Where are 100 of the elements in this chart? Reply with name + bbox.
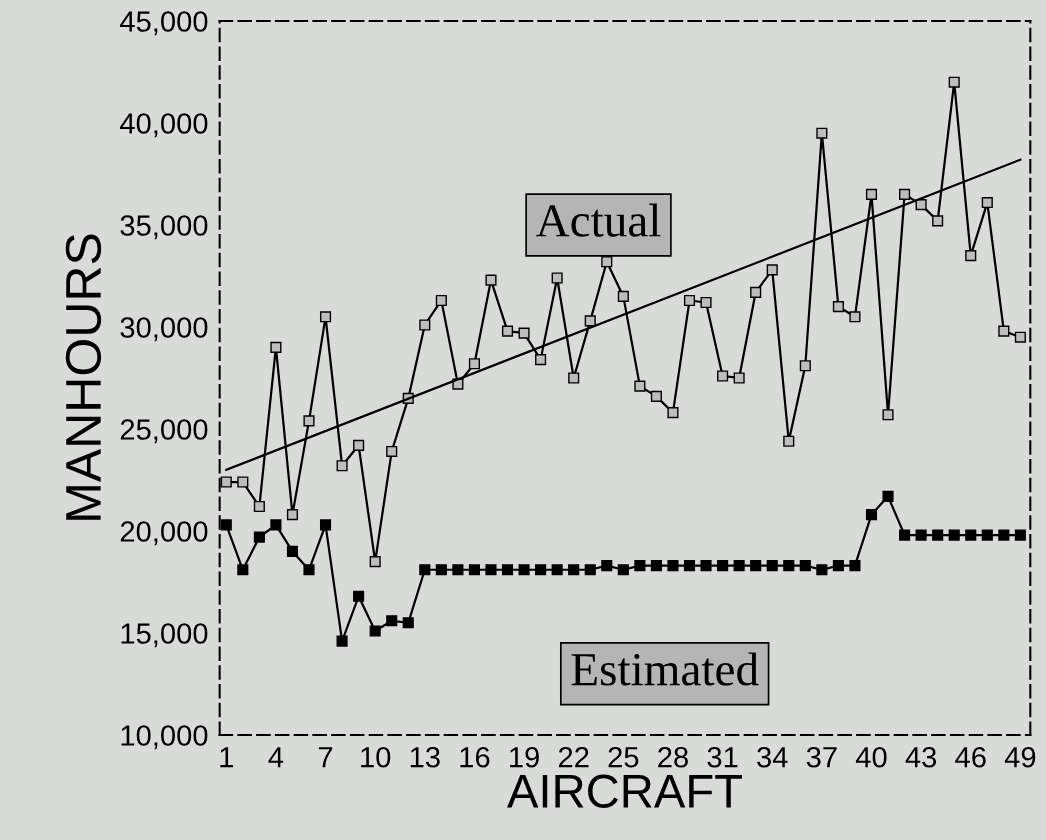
point (419, 564, 431, 576)
point (253, 531, 265, 543)
point (766, 560, 778, 572)
point (667, 407, 679, 419)
point (650, 390, 662, 402)
point (551, 564, 563, 576)
point (899, 529, 911, 541)
point (948, 76, 960, 88)
point (882, 490, 894, 502)
point (220, 476, 232, 488)
y-tick-label: 35,000 (120, 215, 208, 240)
point (386, 615, 398, 627)
point (683, 294, 696, 307)
point (286, 545, 299, 557)
point (617, 290, 629, 302)
point (501, 564, 514, 576)
point (535, 354, 547, 366)
x-tick-label: 19 (510, 746, 539, 768)
point (369, 556, 381, 568)
x-tick-label: 13 (410, 746, 440, 768)
point (535, 564, 547, 576)
point (270, 341, 282, 353)
y-tick-label: 45,000 (120, 11, 208, 36)
x-tick-label: 40 (855, 746, 887, 768)
point (303, 415, 315, 427)
point (435, 564, 447, 576)
point (353, 439, 365, 451)
point (832, 560, 844, 572)
point (783, 560, 795, 572)
point (998, 325, 1010, 337)
point (915, 529, 927, 541)
point (683, 560, 696, 572)
point (799, 560, 811, 572)
point (518, 327, 530, 339)
point (882, 409, 894, 421)
point (237, 564, 249, 576)
point (468, 358, 480, 370)
y-tick-label: 30,000 (120, 317, 208, 342)
point (932, 215, 944, 227)
point (1014, 331, 1026, 343)
point (485, 564, 497, 576)
point (832, 301, 844, 313)
point (717, 560, 729, 572)
point (452, 564, 464, 576)
point (601, 256, 613, 268)
point (865, 188, 878, 200)
point (750, 286, 762, 298)
point (998, 529, 1010, 541)
point (981, 529, 993, 541)
y-tick-label: 20,000 (120, 521, 208, 546)
point (353, 590, 365, 602)
x-tick-label: 31 (707, 746, 738, 768)
point (386, 445, 398, 457)
point (485, 274, 497, 286)
y-tick-label: 25,000 (120, 419, 208, 444)
x-tick-label: 4 (268, 747, 284, 768)
point (650, 560, 662, 572)
point (766, 264, 778, 276)
point (551, 272, 563, 284)
x-tick-label: 28 (658, 746, 688, 768)
point (286, 509, 299, 521)
point (584, 315, 596, 327)
point (915, 199, 927, 211)
point (419, 319, 431, 331)
point (849, 311, 861, 323)
point (237, 476, 249, 488)
x-tick-label: 34 (757, 746, 788, 768)
point (899, 188, 911, 200)
point (369, 625, 381, 637)
point (601, 560, 613, 572)
x-tick-label: 1 (220, 747, 233, 768)
point (932, 529, 944, 541)
x-axis-title: AIRCRAFT (507, 774, 742, 808)
y-axis-title: MANHOURS (65, 234, 102, 520)
x-tick-label: 46 (955, 746, 986, 768)
y-tick-label: 15,000 (121, 623, 208, 648)
point (303, 564, 315, 576)
point (1014, 529, 1026, 541)
point (253, 500, 265, 513)
point (336, 460, 348, 472)
point (319, 311, 332, 323)
point (700, 296, 712, 309)
x-tick-label: 43 (905, 746, 937, 768)
point (981, 197, 993, 209)
point (717, 370, 729, 382)
point (518, 564, 530, 576)
y-tick-label: 10,000 (121, 725, 208, 750)
x-tick-label: 25 (608, 746, 639, 768)
point (783, 435, 795, 447)
point (733, 372, 745, 384)
point (948, 529, 960, 541)
point (402, 617, 414, 629)
y-tick-label: 40,000 (120, 113, 208, 138)
point (568, 372, 580, 384)
point (501, 325, 514, 337)
point (865, 509, 878, 521)
point (733, 560, 745, 572)
point (617, 564, 629, 576)
point (270, 519, 282, 531)
x-tick-label: 49 (1004, 746, 1036, 768)
